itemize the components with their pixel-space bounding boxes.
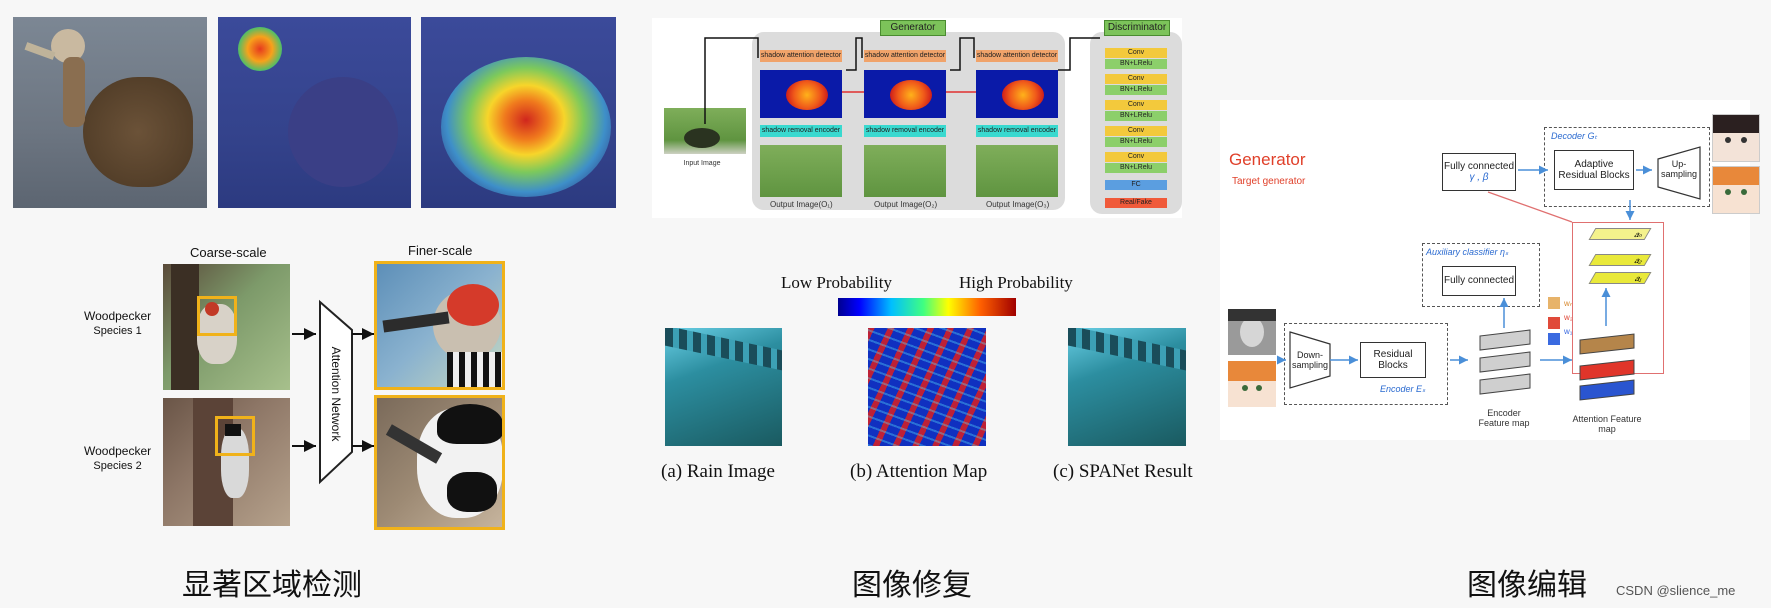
species-2-sub: Species 2 bbox=[93, 460, 142, 473]
woodpecker-2-finer-image bbox=[374, 395, 505, 530]
output-2-label: Output Image(O₂) bbox=[874, 200, 938, 209]
anime-face-1 bbox=[1712, 114, 1760, 162]
disc-bn-4: BN+LRelu bbox=[1105, 137, 1167, 147]
attention-network-label: Attention Network bbox=[329, 346, 343, 442]
bird-attention-small-image bbox=[218, 17, 411, 208]
spanet-result-caption: (c) SPANet Result bbox=[1053, 461, 1193, 482]
detector-3: shadow attention detector bbox=[976, 50, 1058, 62]
detector-1: shadow attention detector bbox=[760, 50, 842, 62]
disc-bn-5: BN+LRelu bbox=[1105, 163, 1167, 173]
disc-fc: FC bbox=[1105, 180, 1167, 190]
species-2-label: Woodpecker Species 2 bbox=[84, 443, 151, 474]
spanet-result-image bbox=[1068, 328, 1186, 446]
encoder-1: shadow removal encoder bbox=[760, 125, 842, 137]
attention-map-caption: (b) Attention Map bbox=[850, 461, 988, 482]
disc-conv-1: Conv bbox=[1105, 48, 1167, 58]
rain-image bbox=[665, 328, 782, 446]
input-photo-face bbox=[1228, 309, 1276, 355]
disc-bn-2: BN+LRelu bbox=[1105, 85, 1167, 95]
attention-network-block bbox=[292, 299, 374, 485]
input-anime-face bbox=[1228, 361, 1276, 407]
disc-bn-3: BN+LRelu bbox=[1105, 111, 1167, 121]
discriminator-label: Discriminator bbox=[1104, 20, 1170, 36]
disc-realfake: Real/Fake bbox=[1105, 198, 1167, 208]
bird-original-image bbox=[13, 17, 207, 208]
editing-connectors bbox=[1277, 165, 1652, 365]
disc-conv-2: Conv bbox=[1105, 74, 1167, 84]
weight-2: w₂ bbox=[1564, 313, 1573, 322]
auxiliary-label: Auxiliary classifier ηₛ bbox=[1426, 247, 1509, 257]
upsampling-block bbox=[1656, 145, 1702, 206]
input-image-label: Input Image bbox=[683, 160, 721, 167]
auxiliary-region bbox=[1422, 243, 1540, 307]
disc-conv-4: Conv bbox=[1105, 126, 1167, 136]
watermark: CSDN @slience_me bbox=[1616, 583, 1736, 598]
species-1-sub: Species 1 bbox=[93, 325, 142, 338]
output-1-label: Output Image(O₁) bbox=[770, 200, 833, 209]
encoder-feature-map-label: Encoder Feature map bbox=[1478, 408, 1530, 428]
woodpecker-1-finer-image bbox=[374, 261, 505, 390]
residual-blocks: Residual Blocks bbox=[1360, 342, 1426, 378]
disc-bn-1: BN+LRelu bbox=[1105, 59, 1167, 69]
finer-scale-label: Finer-scale bbox=[408, 243, 473, 258]
encoder-3: shadow removal encoder bbox=[976, 125, 1058, 137]
decoder-label: Decoder Gₜ bbox=[1551, 131, 1598, 141]
encoder-label: Encoder Eₛ bbox=[1380, 384, 1426, 394]
weight-1: w₁ bbox=[1564, 327, 1573, 336]
weight-n: wₙ bbox=[1564, 299, 1573, 308]
attention-feature-map-label: Attention Feature map bbox=[1572, 414, 1642, 434]
detector-2: shadow attention detector bbox=[864, 50, 946, 62]
upsampling-label: Up-sampling bbox=[1661, 159, 1698, 179]
species-1-name: Woodpecker bbox=[84, 309, 152, 323]
generator-title: Generator bbox=[1229, 150, 1306, 169]
species-1-label: Woodpecker Species 1 bbox=[84, 308, 151, 339]
anime-face-2 bbox=[1712, 166, 1760, 214]
generator-connectors bbox=[704, 37, 1100, 124]
rain-attention-map bbox=[868, 328, 986, 446]
fully-connected-top-label: Fully connected bbox=[1443, 160, 1515, 172]
editing-caption: 图像编辑 bbox=[1467, 568, 1587, 603]
attention-feature-stack bbox=[1579, 333, 1635, 401]
coarse-scale-label: Coarse-scale bbox=[190, 245, 267, 260]
disc-conv-3: Conv bbox=[1105, 100, 1167, 110]
output-image-2 bbox=[864, 145, 946, 197]
probability-colorbar bbox=[838, 298, 1016, 316]
bird-attention-large-image bbox=[421, 17, 616, 208]
encoder-2: shadow removal encoder bbox=[864, 125, 946, 137]
species-2-name: Woodpecker bbox=[84, 444, 152, 458]
gamma-beta-label: γ , β bbox=[1469, 172, 1489, 183]
output-3-label: Output Image(O₃) bbox=[986, 200, 1050, 209]
downsampling-block bbox=[1288, 330, 1332, 395]
output-image-3 bbox=[976, 145, 1058, 197]
fully-connected-top: Fully connected γ , β bbox=[1442, 153, 1516, 191]
restoration-caption: 图像修复 bbox=[852, 568, 972, 603]
attention-heatmap-2 bbox=[864, 70, 946, 118]
target-generator-label: Target generator bbox=[1232, 176, 1306, 187]
downsampling-label: Down-sampling bbox=[1291, 350, 1329, 370]
attention-heatmap-3 bbox=[976, 70, 1058, 118]
weight-labels: wₙ w₂ w₁ bbox=[1564, 297, 1573, 339]
output-image-1 bbox=[760, 145, 842, 197]
rain-image-caption: (a) Rain Image bbox=[661, 461, 775, 482]
adaptive-residual-blocks: Adaptive Residual Blocks bbox=[1554, 150, 1634, 190]
focus-box-1 bbox=[197, 296, 237, 336]
weight-cubes bbox=[1548, 297, 1560, 345]
low-probability-label: Low Probability bbox=[781, 273, 892, 292]
attention-heatmap-1 bbox=[760, 70, 842, 118]
encoder-feature-stack bbox=[1479, 329, 1531, 395]
woodpecker-2-coarse-image bbox=[163, 398, 290, 526]
aux-fully-connected: Fully connected bbox=[1442, 266, 1516, 296]
saliency-caption: 显著区域检测 bbox=[182, 568, 362, 603]
generator-label: Generator bbox=[880, 20, 946, 36]
woodpecker-1-coarse-image bbox=[163, 264, 290, 390]
high-probability-label: High Probability bbox=[959, 273, 1073, 292]
focus-box-2 bbox=[215, 416, 255, 456]
disc-conv-5: Conv bbox=[1105, 152, 1167, 162]
